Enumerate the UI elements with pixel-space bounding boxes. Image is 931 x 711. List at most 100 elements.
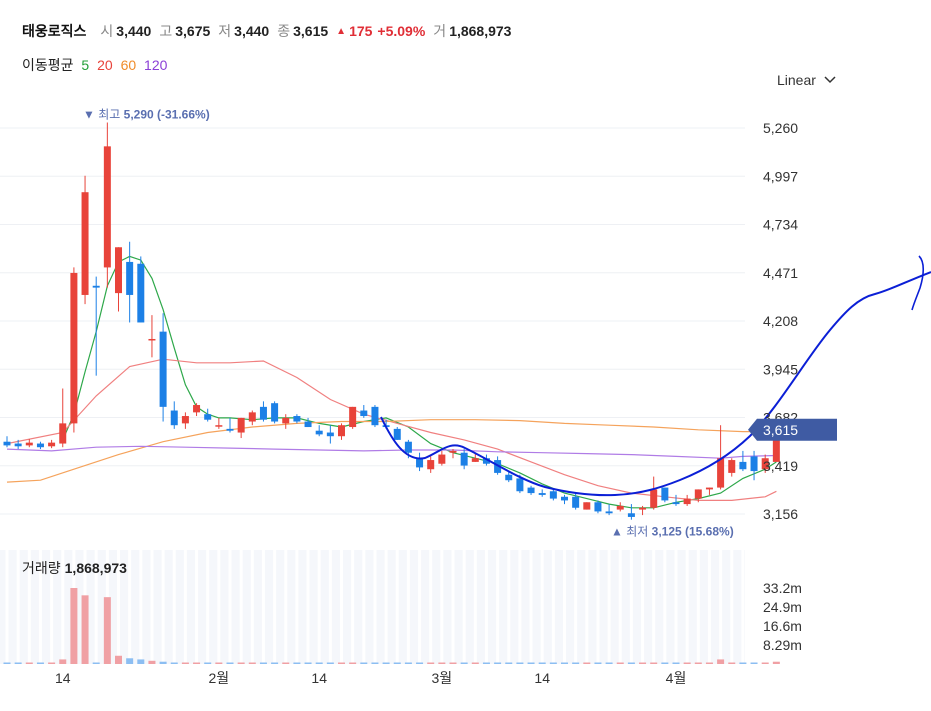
volume-bar	[650, 662, 658, 664]
ma120-line	[6, 445, 777, 459]
candle-body	[683, 498, 691, 505]
candle-body	[193, 405, 201, 413]
volume-bar	[594, 662, 602, 664]
candle-body	[3, 441, 11, 446]
ma-legend[interactable]: 이동평균 5 20 60 120	[22, 55, 171, 75]
volume-bar	[449, 662, 457, 664]
candle-body	[159, 331, 167, 407]
candle-body	[761, 458, 769, 470]
volume-bar	[14, 662, 22, 664]
candle-body	[605, 511, 613, 514]
x-tick-label: 14	[311, 670, 327, 686]
y-tick-label: 4,471	[763, 265, 798, 281]
candle-body	[494, 460, 502, 473]
high-label: 고	[159, 23, 173, 39]
volume-label: 거	[433, 23, 447, 39]
volume-bar	[271, 662, 279, 664]
volume-bar	[416, 662, 424, 664]
volume-bar	[81, 595, 89, 664]
volume-bar	[471, 662, 479, 664]
volume-bar	[115, 655, 122, 664]
candle-body	[717, 458, 725, 488]
user-drawn-trendline	[380, 255, 931, 497]
volume-tick-label: 33.2m	[763, 580, 802, 596]
low-label: 저	[218, 23, 232, 39]
volume-bar	[170, 662, 178, 664]
x-axis-labels: 14 2월 14 3월 14 4월	[55, 670, 686, 686]
volume-bar	[549, 662, 557, 664]
volume-bar	[672, 662, 680, 664]
candle-body	[672, 502, 680, 505]
candle-body	[148, 338, 156, 341]
price-tag-label: 3,615	[763, 422, 798, 438]
x-tick-label: 3월	[432, 670, 453, 686]
candle-body	[616, 505, 624, 510]
volume-bar	[36, 662, 44, 664]
volume-bar	[705, 662, 713, 664]
stock-name: 태웅로직스	[22, 23, 87, 39]
volume-tick-label: 16.6m	[763, 618, 802, 634]
candle-body	[25, 442, 33, 446]
y-tick-label: 3,945	[763, 361, 798, 377]
volume-bar	[505, 662, 513, 664]
y-tick-label: 4,734	[763, 217, 798, 233]
volume-bar	[683, 662, 691, 664]
ma-120[interactable]: 120	[144, 57, 168, 73]
volume-bar	[92, 662, 100, 664]
chevron-down-icon	[824, 76, 836, 84]
volume-bar	[48, 662, 56, 664]
x-tick-label: 14	[534, 670, 550, 686]
candle-body	[538, 493, 546, 495]
volume-bar	[761, 662, 769, 664]
candle-body	[650, 489, 658, 508]
y-tick-label: 5,260	[763, 120, 798, 136]
volume-bar	[103, 597, 111, 664]
candle-body	[505, 474, 513, 481]
candle-body	[739, 461, 747, 470]
candle-body	[181, 416, 189, 424]
volume-bar	[605, 662, 613, 664]
candle-body	[326, 432, 334, 437]
volume-bar	[304, 662, 312, 664]
volume-bar	[661, 662, 669, 664]
y-tick-label: 4,208	[763, 313, 798, 329]
low-value: 3,440	[234, 23, 270, 39]
candle-body	[349, 406, 357, 428]
volume-background	[0, 550, 778, 664]
scale-dropdown[interactable]: Linear	[777, 72, 836, 88]
ma-20[interactable]: 20	[97, 57, 113, 73]
ma-5[interactable]: 5	[81, 57, 90, 73]
volume-bar	[159, 661, 167, 664]
grid-lines	[0, 127, 745, 515]
volume-bar	[627, 662, 635, 664]
volume-bar	[772, 661, 780, 664]
min-marker: ▲ 최저 3,125 (15.68%)	[611, 525, 734, 539]
volume-bar	[315, 662, 323, 664]
volume-panel-label: 거래량	[22, 560, 61, 576]
candle-body	[438, 454, 446, 464]
volume-bar	[494, 662, 502, 664]
candle-body	[371, 406, 379, 426]
max-marker: ▼ 최고 5,290 (-31.66%)	[83, 107, 210, 121]
candle-body	[572, 496, 580, 508]
volume-bar	[226, 662, 234, 664]
candle-body	[293, 416, 301, 422]
volume-bar	[193, 662, 201, 664]
volume-bar	[728, 662, 736, 664]
volume-bar	[349, 662, 357, 664]
candle-body	[36, 443, 44, 448]
up-triangle-icon: ▲	[336, 25, 347, 37]
candle-body	[115, 247, 122, 294]
candle-body	[282, 417, 290, 424]
volume-bar	[148, 660, 156, 664]
candle-body	[48, 442, 56, 447]
candle-body	[59, 423, 67, 444]
volume-bar	[59, 659, 67, 664]
candle-body	[583, 502, 591, 510]
candle-body	[126, 261, 134, 295]
candle-body	[661, 487, 669, 501]
ma-60[interactable]: 60	[120, 57, 137, 73]
ma20-line	[6, 358, 777, 501]
volume-bar	[259, 662, 267, 664]
